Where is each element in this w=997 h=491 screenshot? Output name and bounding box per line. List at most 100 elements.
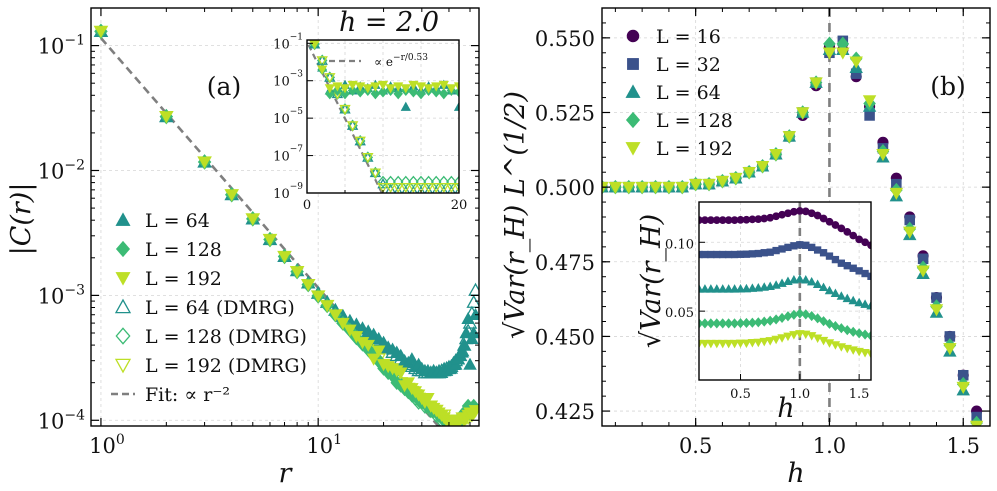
legend-label: L = 64 (DMRG): [145, 297, 295, 319]
inset-data-point: [867, 272, 871, 280]
inset-data-point: [355, 82, 366, 92]
inset-data-point: [700, 339, 710, 349]
data-point: [742, 166, 756, 180]
legend-marker: [625, 111, 641, 129]
inset-y-tick-label-exp: −3: [290, 70, 304, 80]
inset-plot-area: [307, 40, 459, 193]
data-point: [94, 26, 108, 39]
data-point: [864, 110, 875, 121]
inset-data-point: [408, 86, 419, 98]
x-axis-label: r: [279, 458, 294, 489]
inset-y-tick-label: 0.05: [665, 306, 694, 321]
inset-data-point: [392, 183, 404, 193]
inset-data-point: [842, 293, 852, 303]
data-point: [822, 47, 837, 60]
legend-marker: [115, 327, 131, 345]
inset-data-point: [723, 339, 734, 349]
inset-data-point: [453, 82, 459, 92]
inset-data-point: [771, 335, 781, 345]
data-point: [916, 265, 930, 278]
x-tick-label-base: 10: [306, 434, 333, 458]
inset-data-point: [400, 101, 411, 111]
legend-marker: [626, 29, 640, 43]
inset-b-series-l-64: [699, 274, 871, 310]
plot-area: [93, 23, 479, 426]
inset-fit-line: [307, 44, 384, 193]
inset-data-point: [355, 86, 365, 98]
inset-data-point: [324, 84, 335, 94]
inset-data-point: [394, 185, 403, 193]
inset-data-point: [384, 183, 397, 193]
y-tick-label: 10−4: [38, 407, 85, 433]
y-tick-label-base: 10: [38, 284, 65, 308]
inset-data-point: [370, 88, 381, 100]
data-point: [889, 187, 904, 200]
inset-data-point: [812, 279, 823, 288]
inset-data-point: [747, 339, 758, 348]
inset-b-plot-area: [699, 202, 871, 380]
inset-b-ticks: 0.5 1.0 1.5 0.05 0.10: [665, 237, 869, 402]
data-point: [263, 234, 277, 247]
inset-data-point: [400, 175, 412, 188]
inset-data-point: [438, 175, 450, 188]
inset-data-point: [369, 168, 382, 179]
inset-data-point: [385, 183, 396, 193]
inset-legend-prop: ∝ e: [374, 55, 393, 69]
y-tick-label: 0.525: [535, 102, 595, 126]
inset-data-point: [801, 309, 811, 320]
inset-data-point: [795, 308, 805, 319]
inset-data-point: [753, 338, 764, 348]
inset-data-point: [742, 317, 751, 329]
inset-data-point: [723, 284, 734, 293]
data-point: [715, 175, 730, 188]
inset-y-tick-label: 10−9: [273, 182, 303, 202]
inset-data-point: [393, 88, 403, 100]
inset-y-tick-label: 10−5: [273, 107, 303, 127]
inset-y-tick-label-base: 10: [273, 37, 290, 52]
data-point: [755, 160, 770, 174]
inset-data-point: [819, 214, 828, 223]
inset-data-point: [446, 175, 457, 188]
inset-data-point: [813, 211, 822, 220]
inset-data-point: [407, 183, 420, 193]
y-tick-label-base: 10: [38, 409, 65, 433]
inset-data-point: [806, 332, 817, 341]
y-tick-label: 0.425: [535, 400, 595, 424]
legend-label: L = 64: [656, 82, 721, 104]
inset-data-point: [424, 185, 433, 193]
data-point: [729, 172, 743, 186]
legend-label: L = 64: [145, 210, 210, 232]
inset-data-point: [699, 284, 704, 293]
inset-data-point: [849, 231, 858, 240]
data-point: [608, 181, 623, 194]
inset-data-point: [454, 185, 459, 193]
inset-data-point: [866, 300, 871, 310]
inset-data-point: [699, 339, 704, 349]
inset-data-point: [339, 104, 351, 116]
data-point: [969, 420, 984, 426]
inset-data-point: [438, 80, 449, 91]
inset-b-grid: [699, 202, 871, 380]
legend-marker: [114, 298, 132, 314]
inset-data-point: [812, 334, 823, 343]
legend-marker: [115, 240, 131, 258]
inset-data-point: [795, 330, 805, 339]
data-point: [602, 181, 609, 194]
inset-data-point: [430, 183, 442, 193]
inset-data-point: [830, 288, 841, 298]
inset-data-point: [453, 175, 459, 188]
inset-b-series-l-128: [699, 308, 871, 341]
y-tick-label-exp: −4: [64, 407, 85, 423]
inset-data-point: [736, 318, 745, 329]
inset-data-point: [819, 316, 828, 327]
y-tick-label: 10−1: [38, 33, 85, 59]
inset-data-point: [718, 339, 728, 349]
x-tick-label-exp: 1: [333, 432, 342, 448]
y-tick-label-exp: −3: [64, 282, 85, 298]
inset-data-point: [836, 291, 847, 300]
inset-data-point: [706, 318, 716, 329]
data-point: [343, 324, 357, 337]
inset-data-point: [408, 175, 419, 188]
inset-data-point: [747, 283, 758, 292]
